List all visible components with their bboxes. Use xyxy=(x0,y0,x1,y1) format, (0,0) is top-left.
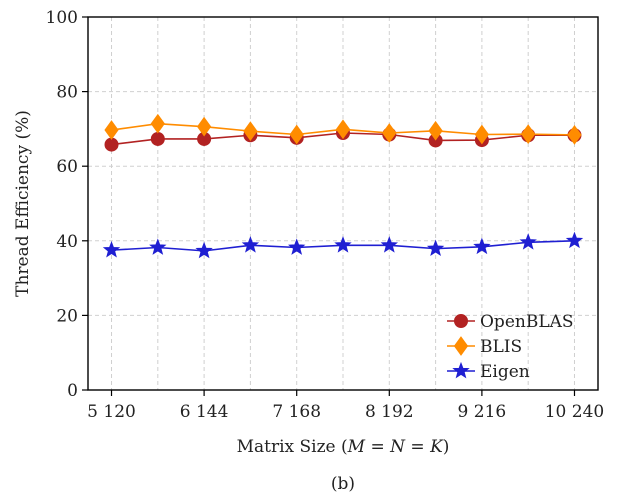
legend-marker xyxy=(452,361,470,379)
x-tick-label: 5 120 xyxy=(87,402,136,422)
legend-marker xyxy=(453,336,469,356)
data-point-blis xyxy=(567,125,582,145)
legend-label: BLIS xyxy=(480,337,522,357)
x-tick-label: 7 168 xyxy=(272,402,321,422)
x-tick-label: 6 144 xyxy=(180,402,229,422)
x-tick-label: 10 240 xyxy=(545,402,604,422)
y-axis-title: Thread Efficiency (%) xyxy=(13,110,33,297)
y-tick-label: 60 xyxy=(56,157,78,177)
data-point-eigen xyxy=(241,236,260,253)
legend: OpenBLAS BLIS Eigen xyxy=(447,312,574,382)
data-point-eigen xyxy=(149,238,167,255)
data-point-blis xyxy=(521,124,536,144)
data-point-eigen xyxy=(380,236,398,253)
legend-label: OpenBLAS xyxy=(480,312,574,332)
series-blis xyxy=(104,113,582,145)
legend-item-openblas: OpenBLAS xyxy=(447,312,574,332)
data-point-blis xyxy=(428,120,443,141)
data-point-blis xyxy=(474,124,490,145)
data-point-blis xyxy=(382,123,397,143)
data-point-blis xyxy=(335,119,351,140)
x-axis-title: Matrix Size (M = N = K) xyxy=(237,437,450,457)
data-point-eigen xyxy=(195,241,213,259)
data-point-openblas xyxy=(150,131,165,146)
legend-item-eigen: Eigen xyxy=(447,361,530,382)
data-point-eigen xyxy=(102,241,121,258)
y-tick-label: 100 xyxy=(46,8,78,28)
legend-marker xyxy=(454,314,468,328)
data-point-eigen xyxy=(426,239,445,257)
y-tick-label: 40 xyxy=(56,232,78,252)
data-point-eigen xyxy=(334,236,352,253)
legend-item-blis: BLIS xyxy=(447,336,522,357)
figure-caption: (b) xyxy=(331,474,355,494)
series-eigen xyxy=(102,231,584,259)
grid xyxy=(88,17,598,390)
data-point-eigen xyxy=(519,233,537,250)
data-point-blis xyxy=(150,113,165,134)
data-point-openblas xyxy=(104,137,119,152)
data-point-blis xyxy=(243,121,258,141)
data-point-eigen xyxy=(565,231,584,249)
x-tick-label: 9 216 xyxy=(458,402,507,422)
legend-label: Eigen xyxy=(480,362,530,382)
data-point-blis xyxy=(104,120,119,140)
data-point-blis xyxy=(196,116,212,137)
series xyxy=(102,113,584,259)
axis-ticks: 0 20 40 60 80 100 5 120 6 144 7 168 8 192 9 216 10 … xyxy=(46,8,605,422)
y-tick-label: 0 xyxy=(67,381,78,401)
data-point-eigen xyxy=(473,237,491,255)
y-tick-label: 80 xyxy=(56,83,78,103)
x-tick-label: 8 192 xyxy=(365,402,414,422)
plot-frame xyxy=(87,16,599,391)
y-tick-label: 20 xyxy=(56,306,78,326)
data-point-blis xyxy=(289,124,304,145)
data-point-eigen xyxy=(288,238,306,255)
